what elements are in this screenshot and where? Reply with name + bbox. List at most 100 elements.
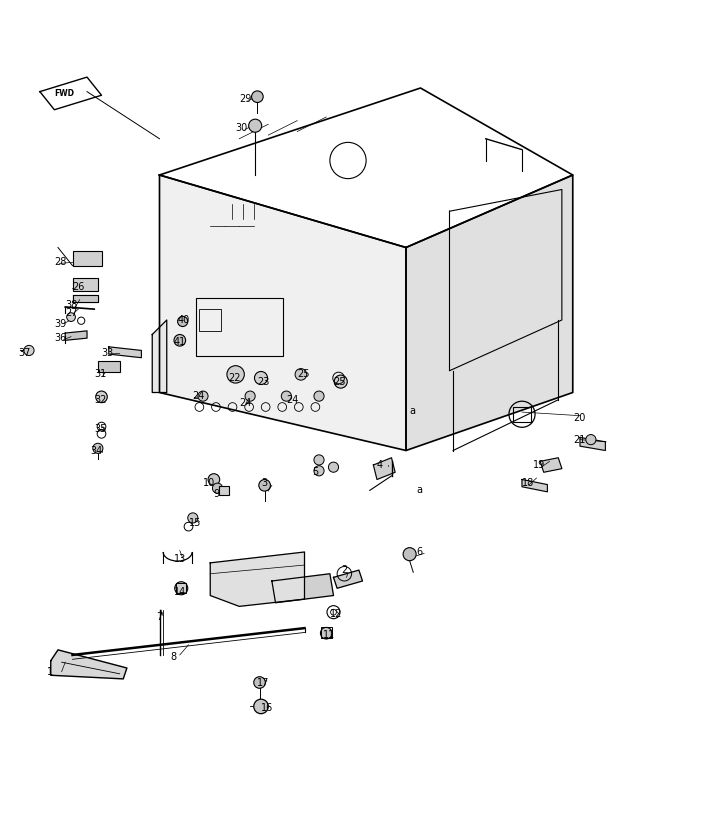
Circle shape [245, 391, 255, 401]
Circle shape [334, 375, 347, 388]
Polygon shape [580, 437, 605, 450]
Text: 32: 32 [94, 395, 107, 405]
Circle shape [281, 391, 291, 401]
Text: 40: 40 [178, 315, 190, 325]
Text: 10: 10 [203, 478, 215, 488]
Circle shape [96, 391, 107, 403]
Text: 8: 8 [170, 652, 176, 662]
Bar [72, 252, 102, 265]
Text: 24: 24 [192, 391, 204, 401]
Text: 35: 35 [94, 424, 107, 434]
Circle shape [295, 369, 307, 380]
Text: a: a [417, 485, 423, 496]
Polygon shape [152, 320, 167, 392]
Text: 31: 31 [94, 370, 107, 379]
Text: 33: 33 [102, 348, 114, 357]
Text: 5: 5 [312, 467, 318, 477]
Text: 37: 37 [18, 348, 30, 357]
Circle shape [586, 435, 596, 444]
Circle shape [93, 444, 103, 453]
Text: 34: 34 [91, 445, 103, 456]
Text: 11: 11 [323, 630, 335, 641]
Circle shape [208, 474, 220, 485]
Text: 25: 25 [297, 370, 310, 379]
Circle shape [67, 313, 75, 322]
Text: 18: 18 [522, 478, 534, 488]
Text: 9: 9 [214, 489, 220, 499]
Bar [321, 628, 332, 638]
Circle shape [249, 119, 262, 132]
Bar [199, 309, 221, 330]
Polygon shape [160, 88, 573, 247]
Text: 39: 39 [54, 318, 67, 329]
Text: 12: 12 [330, 609, 342, 619]
Circle shape [314, 391, 324, 401]
Polygon shape [72, 295, 98, 302]
Text: a: a [410, 405, 415, 416]
Circle shape [254, 371, 268, 384]
Text: 38: 38 [65, 300, 78, 310]
Text: 25: 25 [334, 377, 346, 387]
Bar [219, 486, 229, 496]
Circle shape [227, 365, 244, 383]
Circle shape [314, 455, 324, 465]
Text: 29: 29 [239, 94, 252, 104]
Polygon shape [210, 552, 304, 606]
Circle shape [403, 548, 416, 561]
Polygon shape [373, 457, 395, 479]
Text: 16: 16 [261, 702, 273, 713]
Bar [513, 407, 531, 422]
Text: 36: 36 [54, 333, 67, 344]
Circle shape [254, 699, 268, 714]
Text: 26: 26 [72, 282, 85, 292]
Circle shape [212, 484, 223, 493]
Bar [176, 583, 186, 593]
Polygon shape [540, 457, 562, 472]
Circle shape [259, 479, 270, 491]
Text: 20: 20 [573, 413, 585, 423]
Text: 19: 19 [533, 460, 545, 470]
Text: 22: 22 [228, 373, 241, 383]
Bar [196, 298, 283, 357]
Circle shape [252, 91, 263, 103]
Text: 41: 41 [174, 337, 186, 347]
Polygon shape [51, 650, 127, 679]
Text: 27: 27 [65, 308, 78, 317]
Circle shape [175, 582, 188, 595]
Polygon shape [160, 175, 406, 450]
Text: 1: 1 [47, 667, 53, 676]
Text: 24: 24 [286, 395, 299, 405]
Bar [98, 361, 120, 372]
Polygon shape [65, 330, 87, 340]
Text: 23: 23 [257, 377, 270, 387]
Circle shape [174, 335, 186, 346]
Circle shape [320, 628, 332, 639]
Text: 2: 2 [341, 565, 347, 575]
Bar [72, 278, 98, 291]
Text: 15: 15 [188, 518, 201, 528]
Text: 13: 13 [174, 554, 186, 564]
Polygon shape [272, 574, 334, 602]
Text: 21: 21 [573, 435, 585, 444]
Circle shape [314, 466, 324, 476]
Polygon shape [40, 77, 102, 110]
Text: 4: 4 [377, 460, 383, 470]
Text: 17: 17 [257, 677, 270, 688]
Text: FWD: FWD [54, 90, 74, 98]
Text: 28: 28 [54, 257, 67, 267]
Circle shape [198, 391, 208, 401]
Polygon shape [406, 175, 573, 450]
Text: 24: 24 [239, 398, 252, 409]
Text: 6: 6 [417, 547, 423, 557]
Text: 30: 30 [236, 123, 248, 133]
Circle shape [188, 513, 198, 523]
Polygon shape [109, 347, 141, 357]
Circle shape [328, 462, 339, 472]
Circle shape [178, 317, 188, 326]
Polygon shape [522, 479, 547, 492]
Circle shape [254, 676, 265, 689]
Text: 3: 3 [261, 478, 267, 488]
Text: 14: 14 [174, 587, 186, 597]
Circle shape [24, 345, 34, 356]
Text: 7: 7 [156, 612, 162, 622]
